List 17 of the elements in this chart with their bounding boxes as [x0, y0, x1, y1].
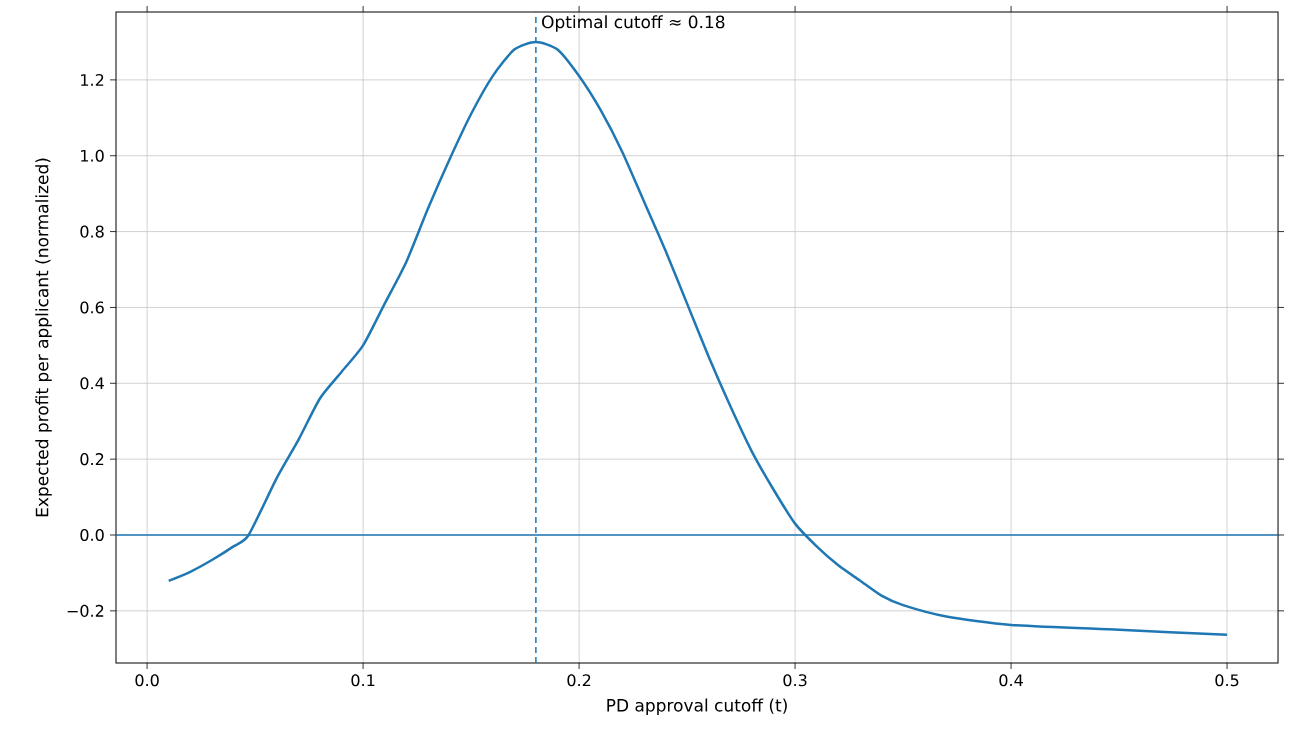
x-tick-label: 0.1	[351, 674, 375, 687]
y-tick-label: 0.0	[80, 528, 104, 542]
ref-line-label: Optimal cutoff ≈ 0.18	[542, 15, 725, 32]
y-tick-label: −0.2	[67, 604, 104, 617]
y-tick-label: 0.8	[80, 225, 104, 238]
y-tick-label: 1.0	[81, 149, 104, 162]
y-axis-title: Expected profit per applicant (normalized)	[35, 158, 52, 517]
y-tick-label: 1.2	[81, 73, 104, 86]
x-axis-title: PD approval cutoff (t)	[607, 698, 787, 715]
y-tick-label: 0.2	[80, 453, 104, 466]
x-tick-label: 0.3	[783, 674, 807, 687]
y-tick-label: 0.4	[80, 377, 104, 390]
x-tick-label: 0.0	[135, 674, 159, 687]
x-tick-label: 0.2	[567, 674, 591, 687]
x-tick-label: 0.5	[1215, 674, 1239, 687]
x-tick-label: 0.4	[999, 674, 1023, 687]
y-tick-label: 0.6	[80, 301, 104, 314]
